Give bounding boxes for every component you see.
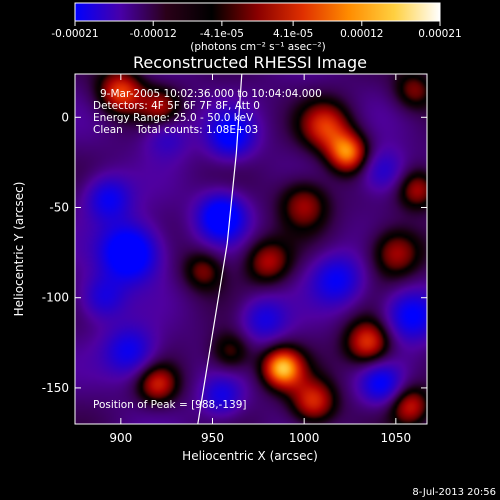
info-detectors: Detectors: 4F 5F 6F 7F 8F, Att 0 bbox=[93, 100, 260, 112]
colorbar: -0.00021 -0.00012 -4.1e-05 4.1e-05 0.00012 0.… bbox=[51, 2, 462, 53]
info-text: 9-Mar-2005 10:02:36.000 to 10:04:04.000 … bbox=[93, 88, 322, 411]
y-tick-label: -100 bbox=[42, 291, 69, 305]
date-stamp: 8-Jul-2013 20:56 bbox=[412, 487, 496, 498]
heatmap-image bbox=[75, 74, 427, 424]
colorbar-units: (photons cm⁻² s⁻¹ asec⁻²) bbox=[190, 41, 325, 53]
x-tick-label: 1050 bbox=[381, 431, 412, 445]
chart-title: Reconstructed RHESSI Image bbox=[133, 53, 367, 72]
plot-frame bbox=[74, 73, 428, 425]
y-tick-label: -50 bbox=[49, 201, 69, 215]
x-tick-label: 1000 bbox=[289, 431, 320, 445]
colorbar-tick-label: -0.00021 bbox=[51, 28, 98, 40]
peak-position: Position of Peak = [988,-139] bbox=[93, 399, 247, 411]
info-energy: Energy Range: 25.0 - 50.0 keV bbox=[93, 112, 254, 124]
colorbar-gradient bbox=[74, 2, 441, 22]
solar-limb-line bbox=[197, 73, 243, 425]
x-axis-label: Heliocentric X (arcsec) bbox=[182, 449, 318, 463]
plot-area: 900 950 1000 1050 0 -50 -100 -150 bbox=[42, 73, 428, 445]
colorbar-tick-label: 0.00012 bbox=[340, 28, 383, 40]
colorbar-tick-label: 0.00021 bbox=[418, 28, 461, 40]
x-tick-label: 950 bbox=[201, 431, 224, 445]
info-time-range: 9-Mar-2005 10:02:36.000 to 10:04:04.000 bbox=[100, 88, 322, 100]
y-tick-label: -150 bbox=[42, 381, 69, 395]
y-tick-label: 0 bbox=[61, 110, 69, 124]
colorbar-tick-label: -4.1e-05 bbox=[200, 28, 244, 40]
x-tick-label: 900 bbox=[109, 431, 132, 445]
colorbar-tick-label: -0.00012 bbox=[130, 28, 177, 40]
info-counts: Clean Total counts: 1.08E+03 bbox=[93, 124, 258, 136]
colorbar-tick-label: 4.1e-05 bbox=[273, 28, 313, 40]
y-axis-label: Heliocentric Y (arcsec) bbox=[12, 182, 26, 317]
